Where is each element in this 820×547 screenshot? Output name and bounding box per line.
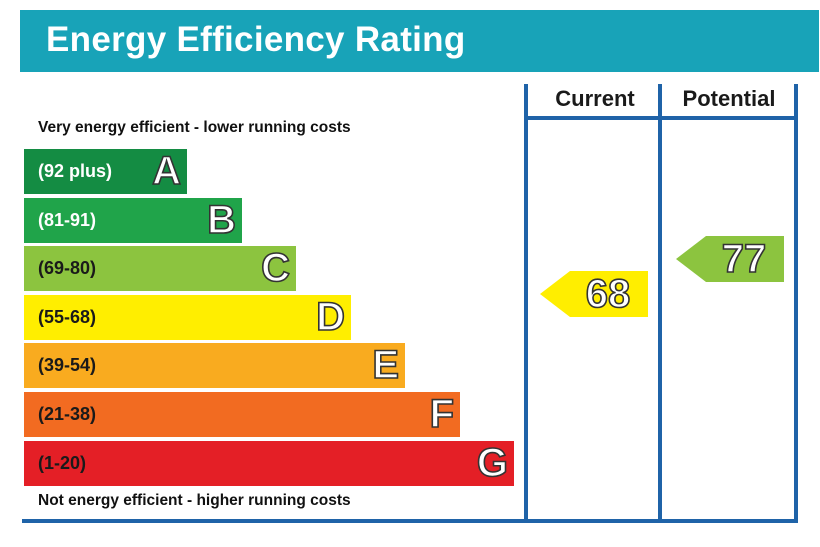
chart-title: Energy Efficiency Rating	[46, 20, 466, 59]
current-arrow-shape	[540, 271, 648, 317]
band-c: (69-80) C	[24, 245, 296, 291]
title-banner: Energy Efficiency Rating	[20, 10, 819, 72]
band-range-label: (55-68)	[38, 307, 97, 327]
potential-column-header: Potential	[682, 86, 776, 111]
column-divider-left	[524, 84, 528, 522]
band-letter: E	[372, 342, 400, 388]
band-f: (21-38) F	[24, 391, 460, 437]
band-letter: F	[429, 391, 455, 437]
band-e: (39-54) E	[24, 342, 405, 388]
potential-rating-value: 77	[721, 236, 767, 282]
column-divider-right	[794, 84, 798, 522]
band-letter: B	[206, 197, 236, 243]
band-letter: D	[315, 294, 345, 340]
band-d: (55-68) D	[24, 294, 351, 340]
band-b: (81-91) B	[24, 197, 242, 243]
chart-bottom-rule	[22, 519, 798, 523]
current-rating-arrow: 68	[540, 271, 648, 317]
bottom-caption: Not energy efficient - higher running co…	[38, 492, 351, 509]
band-range-label: (39-54)	[38, 355, 97, 375]
current-column-header: Current	[555, 86, 635, 111]
column-divider-middle	[658, 84, 662, 522]
potential-rating-arrow: 77	[676, 236, 784, 282]
band-range-label: (21-38)	[38, 404, 97, 424]
potential-arrow-shape	[676, 236, 784, 282]
band-range-label: (92 plus)	[38, 161, 113, 181]
band-range-label: (1-20)	[38, 453, 87, 473]
band-letter: C	[260, 245, 290, 291]
current-rating-value: 68	[585, 271, 631, 317]
column-header-rule	[524, 116, 798, 120]
band-letter: A	[151, 148, 181, 194]
band-range-label: (69-80)	[38, 258, 97, 278]
band-letter: G	[476, 440, 509, 486]
top-caption: Very energy efficient - lower running co…	[38, 119, 351, 136]
band-a: (92 plus) A	[24, 148, 187, 194]
band-g: (1-20) G	[24, 440, 514, 486]
band-range-label: (81-91)	[38, 210, 97, 230]
